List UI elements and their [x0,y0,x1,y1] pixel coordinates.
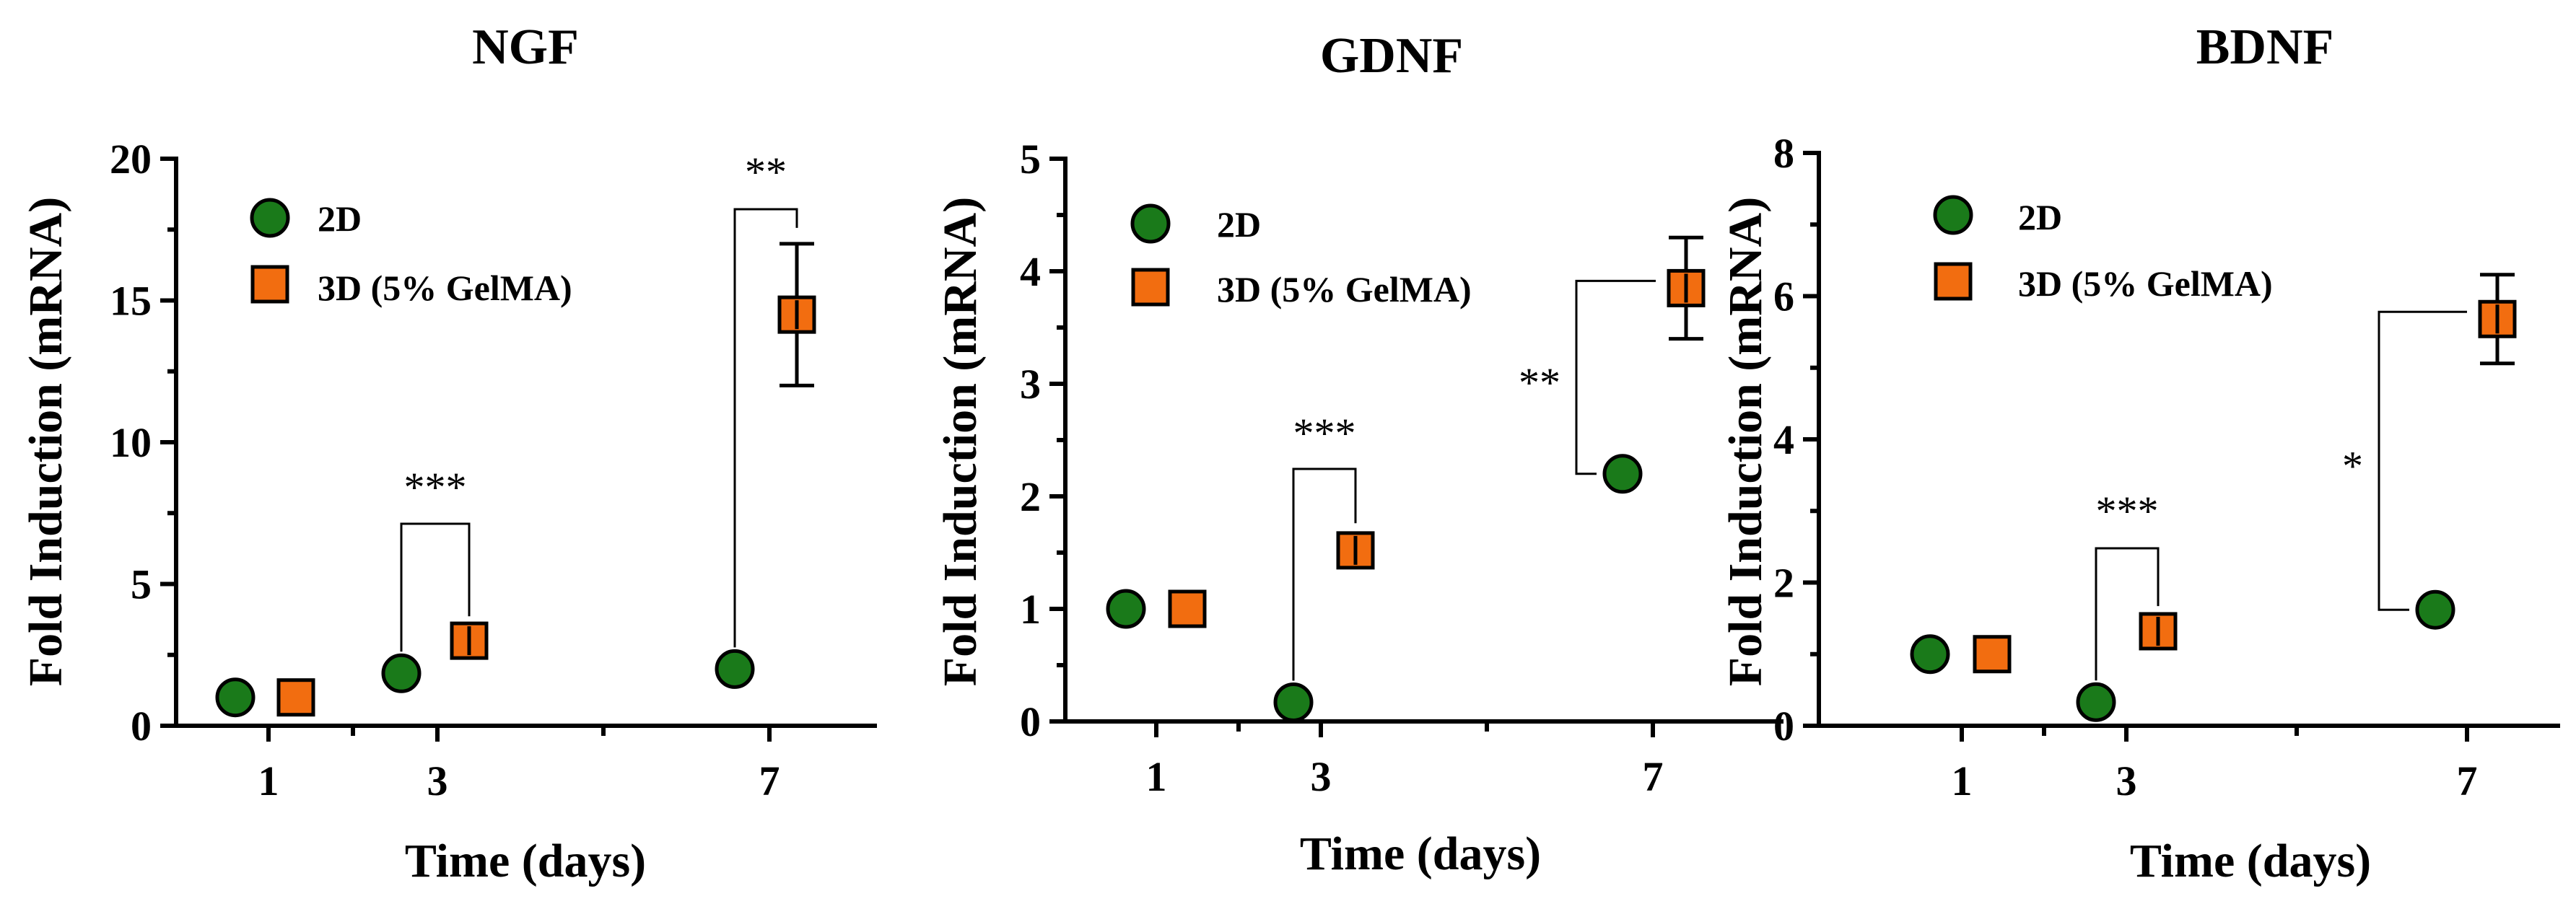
data-point-2d [381,653,422,693]
x-axis-label: Time (days) [1300,827,1541,880]
data-point-3d [1973,635,2012,674]
y-tick-label: 3 [1020,361,1041,408]
y-tick-label: 4 [1020,248,1041,295]
data-point-2d [2415,589,2455,630]
legend-marker-3d [250,265,289,304]
legend-marker-3d [1934,262,1973,301]
legend-marker-2d [1933,195,1973,235]
data-point-3d [276,678,315,717]
y-tick-label: 6 [1773,273,1794,320]
legend: 2D 3D (5% GelMA) [2018,197,2273,304]
significance-label: *** [1293,410,1356,457]
data-point-2d [215,677,256,718]
chart-title: BDNF [2196,19,2334,75]
legend-label-2d: 2D [1217,204,1261,245]
x-tick-label: 1 [1952,758,1973,804]
legend-label-2d: 2D [2018,197,2062,237]
legend-marker-2d [250,198,290,238]
data-point-2d [715,649,755,689]
y-tick-label: 15 [110,278,152,325]
x-axis-label: Time (days) [405,835,646,887]
significance-bracket [733,208,798,648]
significance-bracket [1575,279,1656,475]
significance-bracket [2378,310,2467,611]
chart-title: NGF [472,19,579,75]
data-point-2d [2076,682,2116,722]
y-tick-label: 2 [1020,473,1041,520]
y-tick-label: 10 [110,419,152,466]
legend-label-3d: 3D (5% GelMA) [2018,263,2273,304]
y-tick-label: 0 [1020,698,1041,745]
x-tick-label: 3 [427,758,448,804]
data-point-2d [1602,454,1643,494]
legend-marker-2d [1130,203,1171,244]
y-tick-label: 0 [131,703,152,750]
y-tick-label: 5 [131,561,152,608]
y-axis-label: Fold Induction (mRNA) [19,197,72,686]
x-tick-label: 7 [1643,753,1664,800]
significance-bracket [400,522,471,652]
y-tick-label: 5 [1020,136,1041,183]
y-axis-label: Fold Induction (mRNA) [1719,197,1772,686]
panel-ngf: NGF Fold Induction (mRNA) Time (days) 2D… [19,19,877,887]
panel-gdnf: GDNF Fold Induction (mRNA) Time (days) 2… [934,28,1783,880]
data-point-2d [1106,589,1146,629]
y-tick-label: 20 [110,136,152,183]
significance-bracket [1292,467,1357,681]
data-point-2d [1910,634,1950,675]
x-tick-label: 3 [1311,753,1332,800]
significance-label: *** [2096,488,2159,535]
data-point-2d [1273,682,1314,722]
significance-label: ** [745,149,787,196]
x-tick-label: 1 [258,758,279,804]
x-tick-label: 1 [1146,753,1167,800]
y-tick-label: 8 [1773,130,1794,177]
x-tick-label: 7 [759,758,780,804]
legend: 2D 3D (5% GelMA) [318,198,572,308]
legend-label-2d: 2D [318,198,362,239]
x-tick-label: 7 [2457,758,2478,804]
y-tick-label: 1 [1020,586,1041,633]
legend-marker-3d [1131,268,1170,307]
x-tick-label: 3 [2116,758,2137,804]
y-axis-label: Fold Induction (mRNA) [934,197,987,686]
panel-bdnf: BDNF Fold Induction (mRNA) Time (days) 2… [1719,19,2560,887]
significance-label: *** [404,464,467,511]
y-tick-label: 0 [1773,703,1794,750]
y-tick-label: 4 [1773,416,1794,463]
significance-label: * [2342,443,2363,490]
data-point-3d [1168,589,1207,628]
legend: 2D 3D (5% GelMA) [1217,204,1472,309]
chart-title: GDNF [1320,28,1463,84]
legend-label-3d: 3D (5% GelMA) [318,268,572,308]
significance-label: ** [1519,359,1560,406]
y-tick-label: 2 [1773,560,1794,607]
legend-label-3d: 3D (5% GelMA) [1217,269,1472,309]
significance-bracket [2095,547,2160,681]
x-axis-label: Time (days) [2130,835,2371,887]
